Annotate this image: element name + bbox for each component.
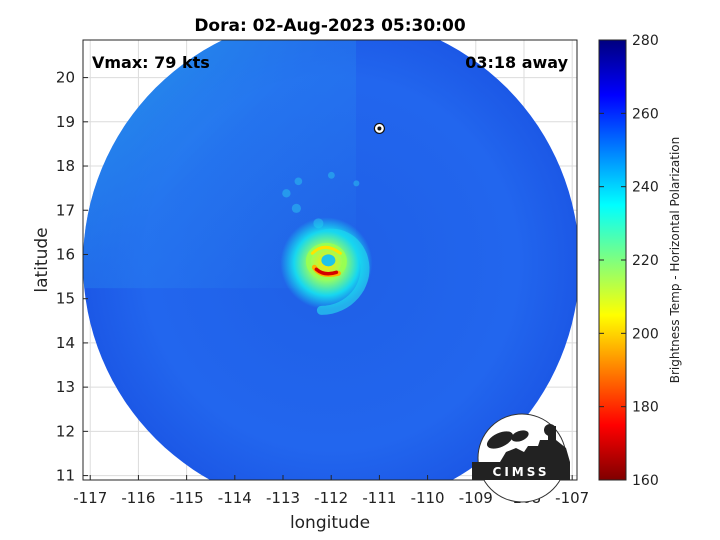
- x-tick-label: -111: [362, 489, 396, 507]
- colorbar-tick-label: 260: [632, 106, 659, 122]
- y-tick-label: 15: [56, 290, 75, 308]
- colorbar-tick-label: 220: [632, 253, 659, 269]
- convective-cell: [353, 180, 360, 187]
- y-tick-label: 13: [56, 378, 75, 396]
- vmax-label: Vmax: 79 kts: [92, 53, 210, 72]
- x-tick-label: -109: [459, 489, 493, 507]
- convective-cell: [294, 177, 303, 186]
- time-away-label: 03:18 away: [465, 53, 568, 72]
- eyewall-ring: [305, 242, 347, 280]
- y-tick-label: 14: [56, 334, 75, 352]
- x-tick-label: -113: [266, 489, 300, 507]
- x-tick-label: -115: [170, 489, 204, 507]
- colorbar-tick-label: 200: [632, 326, 659, 342]
- colorbar-ticks: 160 180 200 220 240 260 280: [599, 33, 659, 489]
- cell-center: [377, 126, 382, 131]
- colorbar-tick-label: 180: [632, 400, 659, 416]
- plot-frame: [82, 39, 578, 481]
- colorbar-tick-label: 240: [632, 180, 659, 196]
- x-ticks: -117-116-115-114-113-112-111-110-109-108…: [73, 475, 589, 507]
- storm-core: [305, 242, 347, 280]
- convective-cell: [291, 203, 301, 213]
- x-tick-label: -114: [218, 489, 252, 507]
- x-tick-label: -117: [73, 489, 107, 507]
- y-tick-label: 16: [56, 245, 75, 263]
- y-tick-label: 19: [56, 113, 75, 131]
- cimss-logo: CIMSS: [472, 413, 570, 503]
- plot-title: Dora: 02-Aug-2023 05:30:00: [194, 16, 466, 36]
- eye: [321, 254, 336, 267]
- x-tick-label: -116: [121, 489, 155, 507]
- x-tick-label: -112: [314, 489, 348, 507]
- logo-text: CIMSS: [493, 465, 550, 479]
- colorbar-tick-label: 280: [632, 33, 659, 49]
- colorbar-tick-label: 160: [632, 473, 659, 489]
- x-tick-label: -110: [411, 489, 445, 507]
- colorbar-label: Brightness Temp - Horizontal Polarizatio…: [668, 137, 682, 384]
- y-axis-label: latitude: [32, 227, 52, 292]
- y-tick-label: 17: [56, 201, 75, 219]
- convective-cell: [327, 171, 335, 179]
- x-tick-label: -107: [555, 489, 589, 507]
- y-tick-label: 18: [56, 157, 75, 175]
- y-tick-label: 11: [56, 467, 75, 485]
- isolated-cell: [373, 122, 385, 135]
- y-ticks: 11 12 13 14 15 16 17 18 19 20: [56, 69, 88, 485]
- y-tick-label: 20: [56, 69, 75, 87]
- eyewall-cold-arc: [314, 267, 339, 276]
- x-axis-label: longitude: [290, 513, 370, 533]
- colorbar: 160 180 200 220 240 260 280 Brightness Temp - …: [598, 33, 682, 489]
- y-tick-label: 12: [56, 422, 75, 440]
- eyewall-north-arc: [310, 245, 342, 255]
- convective-cell: [282, 189, 291, 198]
